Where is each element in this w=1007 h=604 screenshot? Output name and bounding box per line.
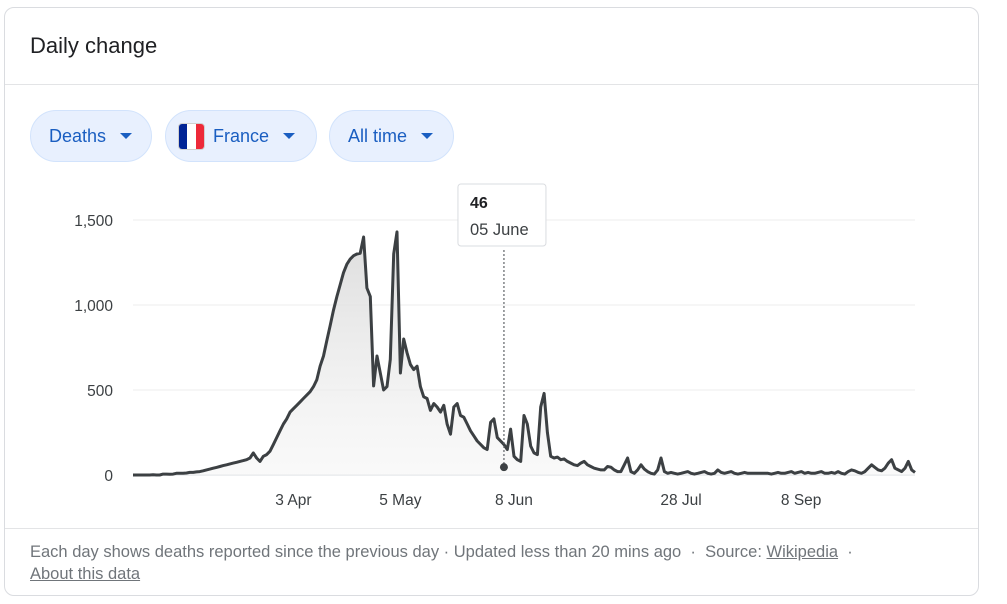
wikipedia-link[interactable]: Wikipedia	[766, 543, 839, 561]
deaths-area	[133, 231, 915, 475]
footer: Each day shows deaths reported since the…	[30, 541, 960, 585]
metric-dropdown-label: Deaths	[49, 125, 107, 146]
x-tick-label: 8 Jun	[495, 492, 533, 509]
x-tick-label: 8 Sep	[781, 492, 822, 509]
country-dropdown-label: France	[213, 125, 270, 146]
france-flag-icon	[178, 122, 205, 150]
source-label: Source:	[705, 543, 762, 561]
footer-separator: ·	[690, 543, 696, 561]
y-tick-label: 0	[104, 468, 113, 485]
deaths-chart[interactable]: 0 500 1,000 1,500 3 Apr 5 May 8 Jun 28 Jul 8 Se…	[5, 178, 980, 518]
tooltip-value: 46	[470, 195, 488, 212]
tooltip: 46 05 June	[457, 183, 547, 247]
highlight-point	[499, 463, 508, 472]
footer-separator: ·	[847, 543, 853, 561]
metric-dropdown[interactable]: Deaths	[30, 110, 152, 162]
card-title: Daily change	[30, 33, 158, 58]
caret-down-icon	[120, 133, 133, 139]
period-dropdown-label: All time	[348, 125, 408, 146]
country-dropdown[interactable]: France	[165, 110, 317, 162]
daily-change-card: Daily change Deaths France All time 0 500…	[4, 7, 979, 596]
x-tick-label: 5 May	[379, 492, 421, 509]
footer-text: Each day shows deaths reported since the…	[30, 543, 682, 561]
y-tick-label: 500	[87, 383, 113, 400]
caret-down-icon	[283, 133, 296, 139]
deaths-line	[133, 230, 916, 477]
tooltip-date: 05 June	[470, 221, 529, 239]
caret-down-icon	[421, 133, 434, 139]
x-tick-label: 28 Jul	[660, 492, 701, 509]
header-divider	[5, 84, 978, 85]
period-dropdown[interactable]: All time	[329, 110, 454, 162]
footer-divider	[5, 528, 978, 529]
y-tick-label: 1,500	[74, 213, 113, 230]
y-tick-label: 1,000	[74, 298, 113, 315]
x-tick-label: 3 Apr	[275, 492, 311, 509]
about-data-link[interactable]: About this data	[30, 565, 141, 583]
